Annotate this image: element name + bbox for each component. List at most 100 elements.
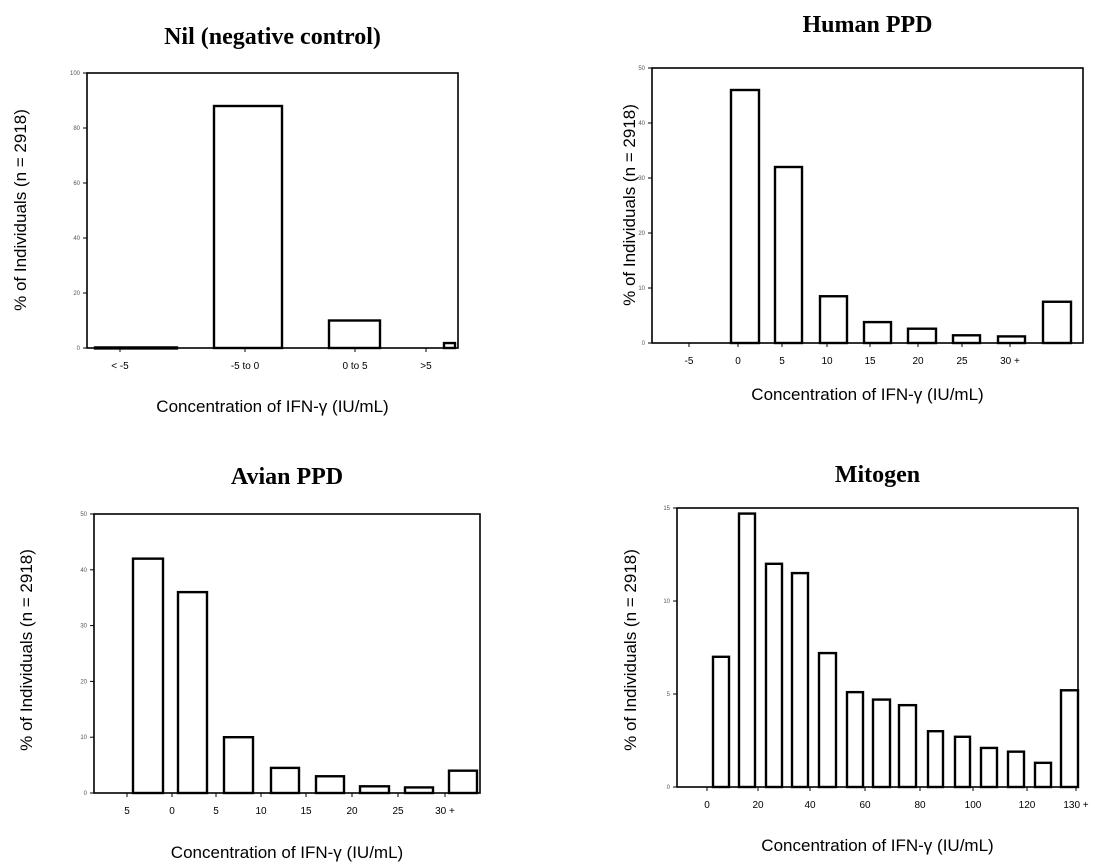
x-tick-label: 5 bbox=[213, 806, 219, 817]
bar bbox=[327, 319, 382, 350]
bar bbox=[996, 335, 1027, 345]
y-tick-label: 80 bbox=[73, 126, 80, 132]
bar bbox=[764, 562, 784, 789]
bar bbox=[222, 736, 255, 795]
x-tick-label: 10 bbox=[255, 806, 267, 817]
y-tick-label: 20 bbox=[638, 231, 645, 237]
bar bbox=[790, 571, 810, 789]
x-tick-label: 0 to 5 bbox=[342, 361, 367, 372]
x-tick-label: 0 bbox=[169, 806, 175, 817]
bar bbox=[729, 88, 761, 345]
bar bbox=[773, 165, 804, 345]
chart-panel-2: Human PPD 0 10 20 30 40 50 -5 0 5 10 15 20 25 30 + Conc… bbox=[620, 12, 1084, 404]
x-tick-label: 15 bbox=[300, 806, 312, 817]
x-tick-label: 60 bbox=[859, 800, 871, 811]
bar bbox=[93, 346, 179, 350]
y-tick-label: 50 bbox=[638, 66, 645, 72]
x-tick-label: < -5 bbox=[111, 361, 129, 372]
x-tick-label: 0 bbox=[735, 356, 741, 367]
bar bbox=[442, 341, 457, 350]
y-tick-label: 0 bbox=[84, 791, 88, 797]
bar bbox=[176, 590, 209, 795]
chart-title: Avian PPD bbox=[231, 464, 343, 490]
x-axis-title: Concentration of IFN-γ (IU/mL) bbox=[156, 397, 388, 416]
bar bbox=[951, 334, 982, 345]
y-tick-label: 0 bbox=[667, 785, 671, 791]
bar bbox=[269, 766, 301, 795]
x-tick-label: 20 bbox=[912, 356, 924, 367]
x-tick-label: 40 bbox=[804, 800, 816, 811]
bar bbox=[737, 512, 757, 789]
y-tick-label: 10 bbox=[80, 735, 87, 741]
y-tick-label: 40 bbox=[73, 236, 80, 242]
bar bbox=[1033, 761, 1053, 789]
bar bbox=[818, 295, 849, 345]
chart-title: Mitogen bbox=[835, 462, 920, 488]
y-tick-label: 10 bbox=[663, 599, 670, 605]
y-tick-label: 0 bbox=[642, 341, 646, 347]
x-tick-label: 0 bbox=[704, 800, 710, 811]
y-tick-label: 15 bbox=[663, 506, 670, 512]
chart-panel-1: Nil (negative control) 0 20 40 60 80 100 < -5 -5… bbox=[11, 24, 459, 416]
bar bbox=[447, 769, 479, 795]
y-axis-title: % of Individuals (n = 2918) bbox=[17, 549, 36, 751]
bar bbox=[1059, 689, 1080, 789]
bar bbox=[906, 327, 938, 345]
y-axis-title: % of Individuals (n = 2918) bbox=[11, 109, 30, 311]
x-tick-label: -5 to 0 bbox=[231, 361, 260, 372]
bar bbox=[131, 557, 165, 795]
x-tick-label: 80 bbox=[914, 800, 926, 811]
x-tick-label: 25 bbox=[956, 356, 968, 367]
bar bbox=[711, 655, 731, 789]
y-tick-label: 10 bbox=[638, 286, 645, 292]
bar bbox=[1006, 750, 1026, 789]
x-tick-label: 120 bbox=[1019, 800, 1036, 811]
plot-frame bbox=[651, 67, 1084, 344]
bar bbox=[897, 703, 918, 789]
bar bbox=[212, 104, 284, 350]
chart-panel-4: Mitogen 0 5 10 15 0 20 40 60 80 100 120 130 + Concent… bbox=[621, 462, 1089, 855]
y-tick-label: 30 bbox=[80, 624, 87, 630]
x-tick-label: 5 bbox=[124, 806, 130, 817]
x-axis-title: Concentration of IFN-γ (IU/mL) bbox=[761, 836, 993, 855]
bar bbox=[1041, 300, 1073, 345]
chart-title: Human PPD bbox=[802, 12, 932, 38]
x-tick-label: >5 bbox=[420, 361, 432, 372]
bar bbox=[979, 746, 999, 789]
y-tick-label: 40 bbox=[638, 121, 645, 127]
x-axis-title: Concentration of IFN-γ (IU/mL) bbox=[171, 843, 403, 862]
x-tick-label: 25 bbox=[392, 806, 404, 817]
bar bbox=[817, 651, 838, 789]
y-tick-label: 0 bbox=[77, 346, 81, 352]
bar bbox=[871, 698, 892, 789]
x-tick-label: -5 bbox=[685, 356, 694, 367]
y-tick-label: 60 bbox=[73, 181, 80, 187]
y-tick-label: 100 bbox=[70, 71, 81, 77]
y-tick-label: 50 bbox=[80, 512, 87, 518]
bar bbox=[953, 735, 972, 789]
x-tick-label: 130 + bbox=[1063, 800, 1088, 811]
x-tick-label: 10 bbox=[821, 356, 833, 367]
x-tick-label: 30 + bbox=[1000, 356, 1020, 367]
y-axis-title: % of Individuals (n = 2918) bbox=[621, 549, 640, 751]
y-tick-label: 30 bbox=[638, 176, 645, 182]
x-tick-label: 20 bbox=[346, 806, 358, 817]
y-tick-label: 20 bbox=[73, 291, 80, 297]
bar bbox=[926, 730, 945, 789]
bar bbox=[314, 775, 346, 795]
y-tick-label: 5 bbox=[667, 692, 671, 698]
y-tick-label: 20 bbox=[80, 679, 87, 685]
bar bbox=[862, 320, 893, 345]
y-tick-label: 40 bbox=[80, 568, 87, 574]
x-tick-label: 30 + bbox=[435, 806, 455, 817]
bar bbox=[358, 785, 391, 795]
y-axis-title: % of Individuals (n = 2918) bbox=[620, 104, 639, 306]
chart-title: Nil (negative control) bbox=[164, 24, 381, 50]
bar bbox=[403, 786, 435, 795]
x-axis-title: Concentration of IFN-γ (IU/mL) bbox=[751, 385, 983, 404]
x-tick-label: 20 bbox=[752, 800, 764, 811]
bar bbox=[845, 690, 865, 789]
x-tick-label: 15 bbox=[864, 356, 876, 367]
